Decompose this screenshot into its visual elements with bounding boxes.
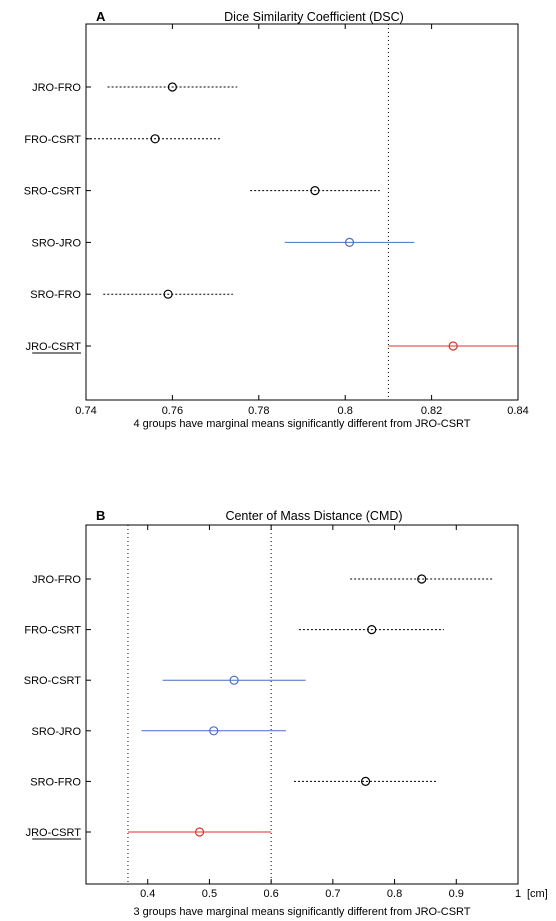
y-tick-label: JRO-FRO xyxy=(32,82,81,94)
x-tick-label: 1 xyxy=(515,888,521,900)
y-tick-label: SRO-FRO xyxy=(30,776,81,788)
y-tick-label: SRO-JRO xyxy=(32,726,82,738)
y-tick-label: JRO-CSRT xyxy=(26,827,82,839)
x-tick-label: 0.6 xyxy=(263,888,278,900)
chart-panel-a: A Dice Similarity Coefficient (DSC) 0.74 0.… xyxy=(24,9,529,430)
x-axis-label: 4 groups have marginal means significant… xyxy=(133,418,470,430)
y-tick-label: SRO-JRO xyxy=(32,237,82,249)
y-tick-label: SRO-CSRT xyxy=(24,186,82,198)
y-tick-label: FRO-CSRT xyxy=(24,625,81,637)
x-tick-label: 0.84 xyxy=(507,405,528,417)
mean-marker xyxy=(367,624,377,635)
chart-title: Dice Similarity Coefficient (DSC) xyxy=(224,10,404,24)
x-tick-label: 0.76 xyxy=(162,405,183,417)
x-tick-label: 0.8 xyxy=(387,888,402,900)
y-tick-label: FRO-CSRT xyxy=(24,134,81,146)
x-axis-label: 3 groups have marginal means significant… xyxy=(133,906,470,918)
mean-marker xyxy=(417,574,427,584)
chart-panel-b: B Center of Mass Distance (CMD) 0.4 0.5 0.6 0… xyxy=(24,508,548,918)
x-tick-label: 0.78 xyxy=(248,405,269,417)
y-tick-label: JRO-CSRT xyxy=(26,341,82,353)
mean-marker xyxy=(167,82,177,92)
x-tick-label: 0.5 xyxy=(202,888,217,900)
y-tick-label: SRO-CSRT xyxy=(24,675,82,687)
mean-marker xyxy=(229,675,239,685)
y-tick-label: JRO-FRO xyxy=(32,574,81,586)
mean-marker xyxy=(344,237,355,247)
y-tick-label: SRO-FRO xyxy=(30,289,81,301)
x-tick-label: 0.82 xyxy=(421,405,442,417)
mean-marker xyxy=(209,726,219,736)
mean-marker xyxy=(448,341,458,351)
panel-label: A xyxy=(96,9,106,24)
x-tick-label: 0.74 xyxy=(75,405,96,417)
x-unit-label: [cm] xyxy=(527,888,548,900)
mean-marker xyxy=(310,186,320,196)
mean-marker xyxy=(360,776,371,787)
x-tick-label: 0.9 xyxy=(449,888,464,900)
chart-title: Center of Mass Distance (CMD) xyxy=(225,509,402,523)
panel-label: B xyxy=(96,508,105,523)
x-tick-label: 0.4 xyxy=(140,888,155,900)
mean-marker xyxy=(150,134,160,144)
x-tick-label: 0.8 xyxy=(338,405,353,417)
mean-marker xyxy=(194,827,205,837)
x-tick-label: 0.7 xyxy=(325,888,340,900)
plot-frame xyxy=(85,524,519,885)
plot-frame xyxy=(85,23,519,401)
mean-marker xyxy=(163,289,173,299)
